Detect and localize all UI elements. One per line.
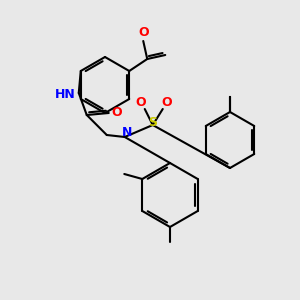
Text: O: O <box>161 97 172 110</box>
Text: S: S <box>148 116 157 130</box>
Text: O: O <box>111 106 122 119</box>
Text: N: N <box>122 127 132 140</box>
Text: O: O <box>135 97 146 110</box>
Text: O: O <box>138 26 148 39</box>
Text: HN: HN <box>54 88 75 101</box>
